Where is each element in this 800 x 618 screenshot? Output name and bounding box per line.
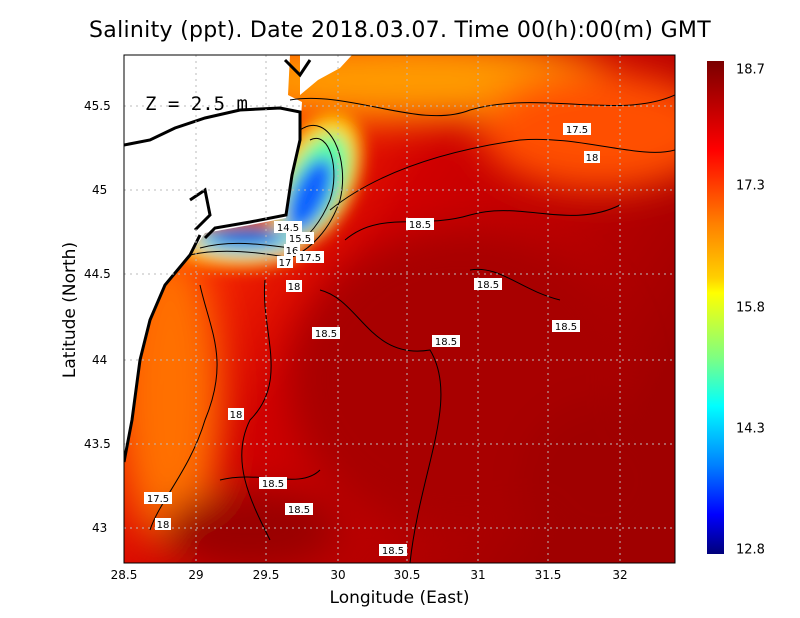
x-tick: 32 (612, 568, 628, 582)
y-tick: 43 (92, 521, 108, 535)
colorbar-tick: 14.3 (736, 421, 765, 437)
contour-label-bg (474, 278, 502, 290)
contour-label: 18.5 (555, 322, 577, 333)
contour-label: 18 (230, 410, 243, 421)
map-title: Salinity (ppt). Date 2018.03.07. Time 00… (89, 18, 711, 43)
contour-label-bg (274, 221, 302, 233)
plot-frame (123, 54, 676, 564)
contour-label: 18.5 (262, 479, 284, 490)
contour-label: 18 (157, 520, 170, 531)
x-tick: 28.5 (110, 568, 138, 582)
x-tick: 31.5 (534, 568, 562, 582)
contour-label: 17.5 (147, 494, 169, 505)
contour-label-bg (286, 280, 302, 292)
colorbar-tick: 12.8 (736, 542, 765, 558)
x-tick: 30.5 (393, 568, 421, 582)
x-tick: 30 (330, 568, 346, 582)
contour-label: 18 (586, 153, 599, 164)
salinity-field (124, 55, 675, 563)
contour-label-bg (285, 503, 313, 515)
contour-label: 14.5 (277, 223, 299, 234)
grid-lines (124, 55, 675, 563)
contour-label-bg (584, 151, 600, 163)
contour-label-bg (155, 518, 171, 530)
y-tick: 45.5 (84, 99, 111, 113)
contour-label: 17.5 (566, 125, 588, 136)
contour-label-bg (286, 232, 314, 244)
contour-label-bg (552, 320, 580, 332)
y-tick: 45 (92, 183, 108, 197)
contour-label: 18.5 (477, 280, 499, 291)
x-tick: 29 (188, 568, 204, 582)
x-axis-label: Longitude (East) (329, 588, 470, 608)
contour-label: 17.5 (299, 253, 321, 264)
contour-label: 18.5 (315, 329, 337, 340)
contour-label-bg (406, 218, 434, 230)
contour-label-bg (563, 123, 591, 135)
colorbar-tick: 17.3 (736, 178, 765, 194)
contour-label: 15.5 (289, 234, 311, 245)
y-tick: 44 (92, 353, 108, 367)
contour-label-bg (432, 335, 460, 347)
contour-label: 16 (286, 246, 299, 257)
contour-label: 18.5 (435, 337, 457, 348)
y-tick: 44.5 (84, 267, 111, 281)
contour-label: 18.5 (382, 546, 404, 557)
contour-label: 17 (279, 258, 292, 269)
contour-label-bg (312, 327, 340, 339)
coastline (124, 58, 312, 463)
colorbar-tick: 18.7 (736, 62, 765, 78)
x-tick: 31 (470, 568, 486, 582)
x-tick: 29.5 (252, 568, 280, 582)
contour-label-bg (379, 544, 407, 556)
contour-label: 18 (288, 282, 301, 293)
contour-label-bg (144, 492, 172, 504)
contour-label-bg (228, 408, 244, 420)
colorbar (707, 61, 724, 554)
contour-label: 18.5 (288, 505, 310, 516)
contour-label-bg (259, 477, 287, 489)
depth-label: Z = 2.5 m (145, 93, 248, 115)
colorbar-tick: 15.8 (736, 300, 765, 316)
y-tick: 43.5 (84, 437, 111, 451)
contour-label-bg (296, 251, 324, 263)
contour-label-bg (277, 256, 293, 268)
contour-label: 18.5 (409, 220, 431, 231)
land-mask (124, 55, 302, 462)
y-axis-label: Latitude (North) (60, 241, 80, 379)
